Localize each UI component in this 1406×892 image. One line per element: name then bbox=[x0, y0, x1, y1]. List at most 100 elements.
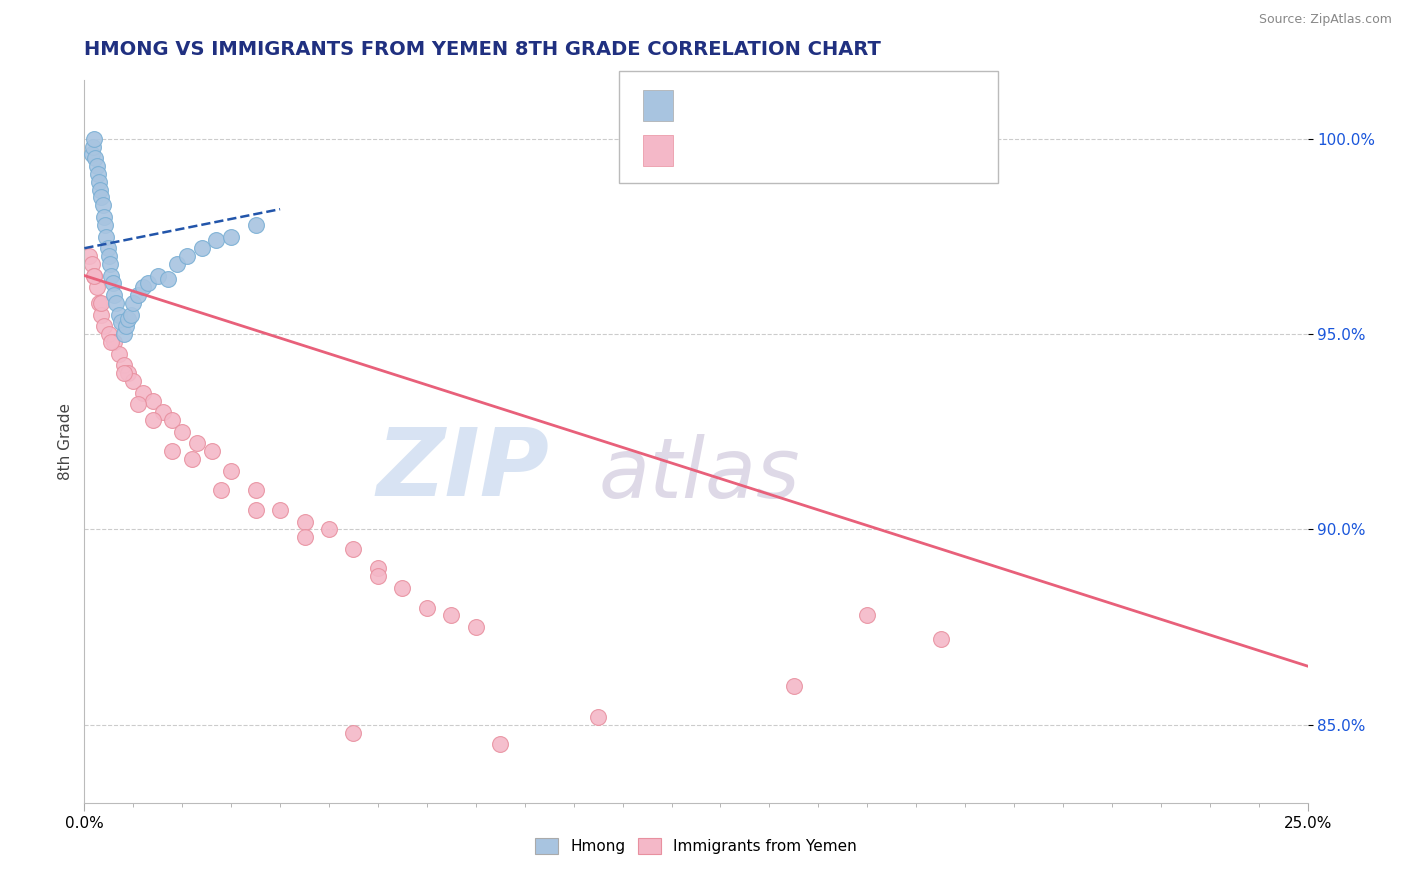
Point bbox=[245, 503, 267, 517]
Point bbox=[98, 257, 121, 271]
Point bbox=[127, 288, 149, 302]
Point bbox=[136, 277, 159, 291]
Point bbox=[115, 319, 138, 334]
Point bbox=[162, 444, 184, 458]
Point bbox=[122, 296, 145, 310]
Text: Source: ZipAtlas.com: Source: ZipAtlas.com bbox=[1258, 13, 1392, 27]
Point bbox=[586, 710, 609, 724]
Point bbox=[146, 268, 169, 283]
Point bbox=[84, 152, 107, 166]
Point bbox=[156, 272, 179, 286]
Point bbox=[97, 249, 120, 263]
Point bbox=[318, 523, 340, 537]
Point bbox=[80, 147, 103, 161]
Point bbox=[93, 319, 115, 334]
Point bbox=[142, 393, 165, 408]
Point bbox=[152, 405, 174, 419]
Text: R =: R = bbox=[685, 95, 716, 113]
Point bbox=[464, 620, 486, 634]
Point bbox=[112, 359, 135, 373]
Point bbox=[142, 413, 165, 427]
Point bbox=[294, 530, 316, 544]
Point bbox=[391, 581, 413, 595]
Point bbox=[191, 241, 214, 255]
Point bbox=[100, 268, 122, 283]
Point bbox=[94, 218, 117, 232]
Point bbox=[86, 159, 108, 173]
Point bbox=[416, 600, 439, 615]
Point bbox=[87, 167, 110, 181]
Point bbox=[176, 249, 198, 263]
Point bbox=[127, 397, 149, 411]
Point bbox=[117, 366, 139, 380]
Point bbox=[93, 210, 115, 224]
Point bbox=[112, 366, 135, 380]
Text: N =: N = bbox=[823, 141, 853, 159]
Point bbox=[103, 334, 125, 349]
Point bbox=[83, 268, 105, 283]
Point bbox=[112, 327, 135, 342]
Point bbox=[856, 608, 879, 623]
Point bbox=[83, 132, 105, 146]
Point bbox=[86, 280, 108, 294]
Point bbox=[181, 452, 204, 467]
Point bbox=[83, 268, 105, 283]
Text: HMONG VS IMMIGRANTS FROM YEMEN 8TH GRADE CORRELATION CHART: HMONG VS IMMIGRANTS FROM YEMEN 8TH GRADE… bbox=[84, 40, 882, 59]
Point bbox=[80, 257, 103, 271]
Point bbox=[90, 190, 112, 204]
Point bbox=[107, 308, 129, 322]
Text: 38: 38 bbox=[876, 95, 898, 113]
Point bbox=[96, 229, 118, 244]
Point bbox=[172, 425, 194, 439]
Point bbox=[205, 234, 228, 248]
Point bbox=[90, 308, 112, 322]
Point bbox=[166, 257, 188, 271]
Text: ZIP: ZIP bbox=[377, 425, 550, 516]
Point bbox=[97, 327, 120, 342]
Point bbox=[87, 296, 110, 310]
Text: 49: 49 bbox=[876, 141, 900, 159]
Y-axis label: 8th Grade: 8th Grade bbox=[58, 403, 73, 480]
Point bbox=[245, 218, 267, 232]
Point bbox=[367, 561, 389, 575]
Point bbox=[103, 288, 125, 302]
Text: -0.424: -0.424 bbox=[741, 141, 800, 159]
Text: atlas: atlas bbox=[598, 434, 800, 515]
Point bbox=[269, 503, 291, 517]
Point bbox=[186, 436, 208, 450]
Text: R =: R = bbox=[685, 141, 716, 159]
Point bbox=[87, 175, 110, 189]
Point bbox=[929, 632, 952, 646]
Point bbox=[132, 280, 155, 294]
Text: N =: N = bbox=[823, 95, 853, 113]
Point bbox=[97, 241, 120, 255]
Point bbox=[77, 249, 100, 263]
Point bbox=[90, 296, 112, 310]
Point bbox=[219, 464, 242, 478]
Point bbox=[294, 515, 316, 529]
Point bbox=[162, 413, 184, 427]
Point bbox=[107, 346, 129, 360]
Point bbox=[105, 296, 128, 310]
Point bbox=[245, 483, 267, 498]
Point bbox=[91, 198, 114, 212]
Point bbox=[110, 315, 132, 329]
Point bbox=[122, 374, 145, 388]
Point bbox=[219, 229, 242, 244]
Point bbox=[100, 334, 122, 349]
Point bbox=[489, 737, 512, 751]
Point bbox=[89, 183, 111, 197]
Point bbox=[783, 679, 806, 693]
Point bbox=[342, 541, 364, 556]
Point bbox=[101, 277, 124, 291]
Point bbox=[367, 569, 389, 583]
Point bbox=[132, 385, 155, 400]
Point bbox=[117, 311, 139, 326]
Text: 0.149: 0.149 bbox=[741, 95, 793, 113]
Point bbox=[342, 725, 364, 739]
Point bbox=[120, 308, 142, 322]
Point bbox=[440, 608, 463, 623]
Point bbox=[209, 483, 232, 498]
Legend: Hmong, Immigrants from Yemen: Hmong, Immigrants from Yemen bbox=[529, 832, 863, 860]
Point bbox=[200, 444, 222, 458]
